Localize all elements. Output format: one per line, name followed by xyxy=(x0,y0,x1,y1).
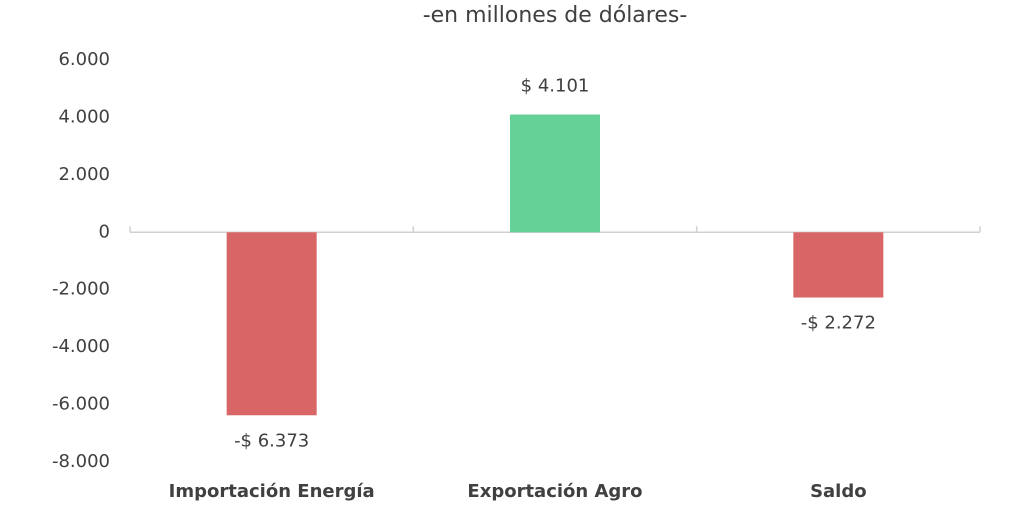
value-label: -$ 2.272 xyxy=(801,313,876,334)
y-tick-label: 6.000 xyxy=(58,49,110,70)
x-tick-label: Importación Energía xyxy=(169,481,375,502)
bar xyxy=(226,232,317,416)
y-tick-label: 2.000 xyxy=(58,164,110,185)
bar xyxy=(510,114,600,233)
chart-subtitle: -en millones de dólares- xyxy=(423,3,688,28)
y-tick-label: 0 xyxy=(99,221,110,242)
y-tick-label: -6.000 xyxy=(52,394,110,415)
value-label: $ 4.101 xyxy=(521,76,590,97)
value-label: -$ 6.373 xyxy=(234,430,309,451)
y-tick-label: 4.000 xyxy=(58,106,110,127)
x-tick-label: Saldo xyxy=(810,481,867,502)
y-tick-label: -4.000 xyxy=(52,336,110,357)
x-tick-label: Exportación Agro xyxy=(467,481,642,502)
y-tick-label: -8.000 xyxy=(52,451,110,472)
y-tick-label: -2.000 xyxy=(52,279,110,300)
bar xyxy=(793,232,884,298)
